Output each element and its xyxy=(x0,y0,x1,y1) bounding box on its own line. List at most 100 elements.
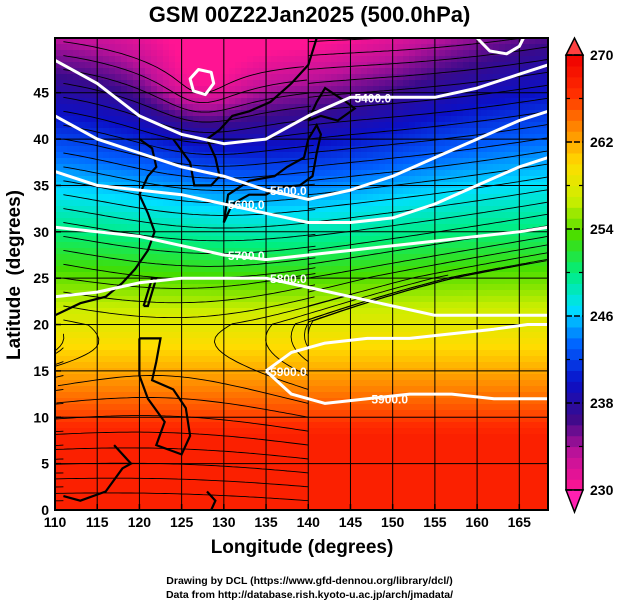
field-cell xyxy=(409,416,416,423)
field-cell xyxy=(175,254,182,261)
field-cell xyxy=(241,500,248,507)
field-cell xyxy=(265,428,272,435)
field-cell xyxy=(325,392,332,399)
field-cell xyxy=(109,344,116,351)
field-cell xyxy=(169,290,176,297)
field-cell xyxy=(361,50,368,57)
field-cell xyxy=(385,272,392,279)
field-cell xyxy=(61,212,68,219)
field-cell xyxy=(181,200,188,207)
field-cell xyxy=(205,296,212,303)
field-cell xyxy=(289,410,296,417)
field-cell xyxy=(235,260,242,267)
field-cell xyxy=(55,374,62,381)
field-cell xyxy=(103,326,110,333)
field-cell xyxy=(337,374,344,381)
field-cell xyxy=(151,248,158,255)
field-cell xyxy=(121,488,128,495)
field-cell xyxy=(109,242,116,249)
field-cell xyxy=(307,74,314,81)
field-cell xyxy=(73,260,80,267)
field-cell xyxy=(199,284,206,291)
field-cell xyxy=(127,164,134,171)
field-cell xyxy=(67,404,74,411)
field-cell xyxy=(229,362,236,369)
field-cell xyxy=(319,230,326,237)
field-cell xyxy=(175,146,182,153)
field-cell xyxy=(151,410,158,417)
field-cell xyxy=(163,410,170,417)
field-cell xyxy=(79,164,86,171)
field-cell xyxy=(163,302,170,309)
field-cell xyxy=(391,434,398,441)
field-cell xyxy=(361,470,368,477)
field-cell xyxy=(205,236,212,243)
field-cell xyxy=(229,98,236,105)
field-cell xyxy=(409,356,416,363)
field-cell xyxy=(331,272,338,279)
field-cell xyxy=(91,248,98,255)
field-cell xyxy=(73,62,80,69)
field-cell xyxy=(319,242,326,249)
field-cell xyxy=(97,260,104,267)
field-cell xyxy=(415,62,422,69)
field-cell xyxy=(91,230,98,237)
field-cell xyxy=(79,446,86,453)
field-cell xyxy=(55,146,62,153)
field-cell xyxy=(205,188,212,195)
field-cell xyxy=(103,500,110,507)
field-cell xyxy=(241,56,248,63)
field-cell xyxy=(169,404,176,411)
field-cell xyxy=(307,128,314,135)
field-cell xyxy=(61,320,68,327)
field-cell xyxy=(85,440,92,447)
field-cell xyxy=(229,230,236,237)
field-cell xyxy=(313,290,320,297)
field-cell xyxy=(91,428,98,435)
field-cell xyxy=(181,146,188,153)
field-cell xyxy=(151,266,158,273)
field-cell xyxy=(421,170,428,177)
field-cell xyxy=(241,452,248,459)
field-cell xyxy=(259,134,266,141)
field-cell xyxy=(205,470,212,477)
field-cell xyxy=(301,326,308,333)
field-cell xyxy=(235,374,242,381)
field-cell xyxy=(73,200,80,207)
field-cell xyxy=(343,386,350,393)
field-cell xyxy=(223,248,230,255)
field-cell xyxy=(313,440,320,447)
field-cell xyxy=(409,146,416,153)
field-cell xyxy=(199,290,206,297)
field-cell xyxy=(133,200,140,207)
field-cell xyxy=(265,140,272,147)
field-cell xyxy=(373,392,380,399)
field-cell xyxy=(313,224,320,231)
field-cell xyxy=(415,446,422,453)
field-cell xyxy=(151,164,158,171)
field-cell xyxy=(235,362,242,369)
field-cell xyxy=(67,278,74,285)
field-cell xyxy=(133,464,140,471)
field-cell xyxy=(301,506,308,510)
field-cell xyxy=(115,416,122,423)
field-cell xyxy=(109,266,116,273)
field-cell xyxy=(421,86,428,93)
field-cell xyxy=(127,380,134,387)
field-cell xyxy=(115,464,122,471)
field-cell xyxy=(403,344,410,351)
field-cell xyxy=(403,422,410,429)
field-cell xyxy=(157,290,164,297)
field-cell xyxy=(427,236,434,243)
field-cell xyxy=(103,170,110,177)
field-cell xyxy=(181,266,188,273)
field-cell xyxy=(361,206,368,213)
field-cell xyxy=(157,452,164,459)
field-cell xyxy=(211,332,218,339)
field-cell xyxy=(163,74,170,81)
field-cell xyxy=(349,374,356,381)
field-cell xyxy=(409,458,416,465)
field-cell xyxy=(415,86,422,93)
field-cell xyxy=(139,446,146,453)
field-cell xyxy=(283,398,290,405)
